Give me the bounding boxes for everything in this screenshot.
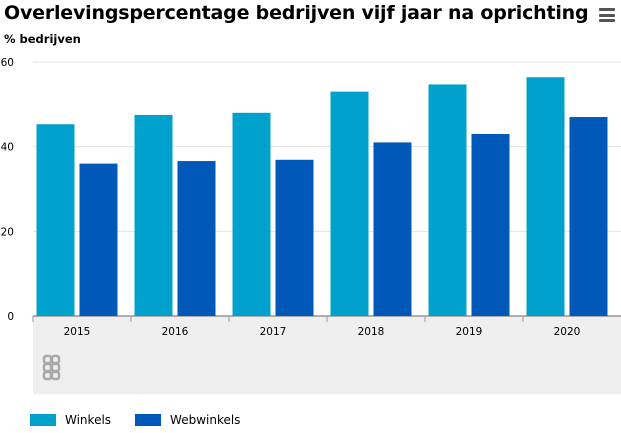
- x-axis-ticks: 2015 2016 2017 2018 2019 2020: [32, 316, 581, 338]
- x-tick-label: 2015: [64, 326, 91, 338]
- bar-webwinkels-2016: [177, 161, 216, 316]
- bar-chart: 0 20 40 60 2015 2016 2017 2018 2019 2020: [1, 57, 621, 394]
- bar-winkels-2020: [526, 77, 565, 317]
- legend-item-winkels[interactable]: Winkels: [30, 413, 111, 427]
- legend-item-webwinkels[interactable]: Webwinkels: [135, 413, 240, 427]
- bar-webwinkels-2020: [569, 117, 608, 317]
- x-tick-label: 2017: [260, 326, 287, 338]
- bar-webwinkels-2015: [79, 163, 118, 316]
- bar-winkels-2016: [134, 114, 173, 317]
- y-axis-unit-label: % bedrijven: [4, 32, 81, 46]
- chart-title: Overlevingspercentage bedrijven vijf jaa…: [4, 2, 589, 24]
- y-tick-label: 0: [7, 311, 14, 323]
- x-tick-label: 2020: [554, 326, 581, 338]
- legend-label: Webwinkels: [170, 413, 241, 427]
- legend-swatch: [30, 414, 56, 426]
- menu-line: [599, 8, 615, 11]
- bar-winkels-2018: [330, 91, 369, 316]
- bar-webwinkels-2019: [471, 133, 510, 316]
- x-tick-label: 2019: [456, 326, 483, 338]
- y-tick-label: 60: [1, 57, 14, 69]
- legend-label: Winkels: [65, 413, 112, 427]
- menu-line: [599, 13, 615, 17]
- x-tick-label: 2018: [358, 326, 385, 338]
- y-axis-ticks: 0 20 40 60: [1, 57, 14, 323]
- legend-swatch: [135, 414, 162, 426]
- hamburger-menu-icon[interactable]: [599, 8, 615, 22]
- legend: Winkels Webwinkels: [30, 413, 240, 427]
- bars: [36, 77, 608, 317]
- bar-winkels-2017: [232, 112, 271, 316]
- cbs-logo-icon: [42, 354, 61, 381]
- bar-webwinkels-2018: [373, 142, 412, 316]
- menu-line: [599, 19, 615, 22]
- bar-winkels-2015: [36, 124, 75, 316]
- y-tick-label: 40: [1, 142, 14, 154]
- x-tick-label: 2016: [162, 326, 189, 338]
- x-axis-band: [33, 316, 621, 394]
- bar-webwinkels-2017: [275, 159, 314, 316]
- y-tick-label: 20: [1, 226, 14, 238]
- bar-winkels-2019: [428, 84, 467, 316]
